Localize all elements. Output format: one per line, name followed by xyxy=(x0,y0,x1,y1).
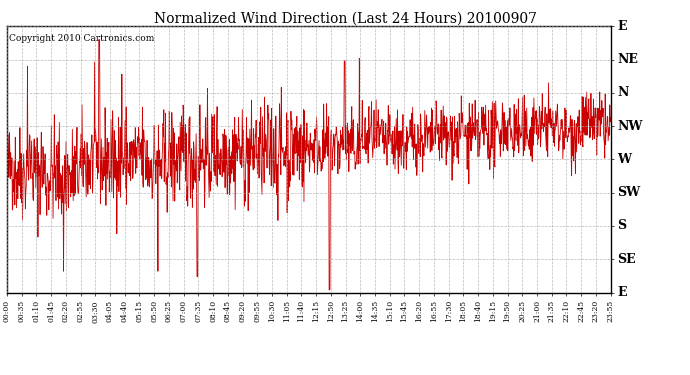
Text: E: E xyxy=(618,20,627,33)
Text: Normalized Wind Direction (Last 24 Hours) 20100907: Normalized Wind Direction (Last 24 Hours… xyxy=(153,11,537,25)
Text: SW: SW xyxy=(618,186,641,199)
Text: NW: NW xyxy=(618,120,643,133)
Text: E: E xyxy=(618,286,627,299)
Text: W: W xyxy=(618,153,631,166)
Text: SE: SE xyxy=(618,253,636,266)
Text: Copyright 2010 Cartronics.com: Copyright 2010 Cartronics.com xyxy=(9,34,154,43)
Text: NE: NE xyxy=(618,53,638,66)
Text: N: N xyxy=(618,86,629,99)
Text: S: S xyxy=(618,219,627,232)
